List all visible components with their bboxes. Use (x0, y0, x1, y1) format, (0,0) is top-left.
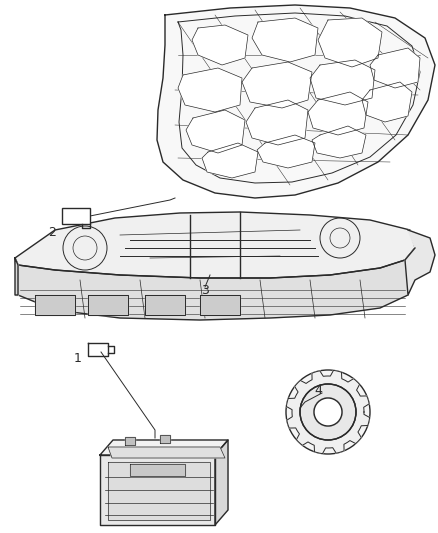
Text: 2: 2 (48, 225, 56, 238)
Polygon shape (200, 295, 240, 315)
Polygon shape (370, 48, 420, 88)
Polygon shape (88, 343, 108, 356)
Polygon shape (100, 440, 228, 455)
Polygon shape (108, 462, 210, 520)
Polygon shape (310, 60, 375, 105)
Polygon shape (130, 464, 185, 476)
Polygon shape (125, 437, 135, 445)
Polygon shape (15, 248, 415, 320)
Polygon shape (88, 295, 128, 315)
Polygon shape (215, 440, 228, 525)
Polygon shape (318, 18, 382, 67)
Polygon shape (362, 82, 412, 122)
Polygon shape (286, 370, 370, 454)
Polygon shape (100, 455, 215, 525)
Polygon shape (202, 143, 258, 178)
Polygon shape (246, 100, 308, 145)
Polygon shape (312, 126, 366, 158)
Polygon shape (108, 447, 225, 458)
Polygon shape (35, 295, 75, 315)
Polygon shape (160, 435, 170, 443)
Circle shape (300, 384, 356, 440)
Text: 4: 4 (314, 384, 322, 397)
Polygon shape (15, 258, 18, 295)
Polygon shape (192, 25, 248, 65)
Polygon shape (252, 18, 318, 62)
Polygon shape (405, 230, 435, 295)
Circle shape (286, 370, 370, 454)
Polygon shape (15, 212, 415, 278)
Text: 1: 1 (74, 351, 82, 365)
Circle shape (314, 398, 342, 426)
Polygon shape (242, 62, 312, 108)
Bar (62, 208, 90, 224)
Polygon shape (145, 295, 185, 315)
Polygon shape (257, 135, 315, 168)
Polygon shape (186, 110, 245, 153)
Text: 3: 3 (201, 284, 209, 296)
Polygon shape (308, 92, 368, 135)
Polygon shape (178, 68, 242, 112)
Polygon shape (157, 5, 435, 198)
